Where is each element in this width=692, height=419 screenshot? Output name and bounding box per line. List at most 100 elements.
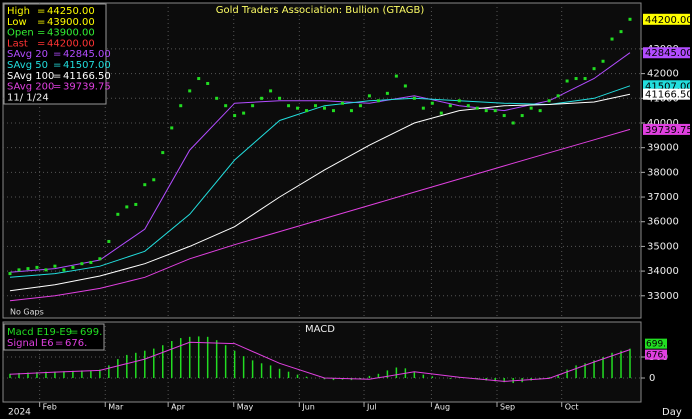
price-dot xyxy=(215,96,219,100)
x-tick-label: Aug xyxy=(434,403,450,412)
legend-sep: = xyxy=(53,71,61,82)
price-dot xyxy=(161,151,165,155)
legend-value: 41166.50 xyxy=(63,71,111,82)
price-dot xyxy=(206,81,210,85)
last-tag xyxy=(643,13,690,25)
x-tick-label: Oct xyxy=(565,403,579,412)
legend-name: SAvg 200 xyxy=(7,82,54,93)
price-dot xyxy=(484,109,488,113)
legend-box xyxy=(3,323,105,351)
price-dot xyxy=(98,257,102,261)
price-dot xyxy=(8,272,12,276)
x-tick-label: Jun xyxy=(301,403,315,412)
price-dot xyxy=(80,262,84,266)
price-dot xyxy=(179,104,183,108)
legend-box xyxy=(3,3,107,105)
series-tag-label: 41166.50 xyxy=(645,90,692,101)
legend-sep: = xyxy=(53,49,61,60)
price-dot xyxy=(358,104,362,108)
macd-panel xyxy=(2,321,642,403)
price-panel xyxy=(2,2,642,319)
price-dot xyxy=(403,84,407,88)
price-dot xyxy=(412,96,416,100)
price-dot xyxy=(71,265,75,269)
series-tag xyxy=(643,47,690,59)
price-dot xyxy=(349,109,353,113)
price-dot xyxy=(278,96,282,100)
price-dot xyxy=(421,106,425,110)
price-dot xyxy=(197,77,201,81)
y-tick-label: 33000 xyxy=(647,291,679,302)
x-tick-label: Sep xyxy=(500,403,515,412)
stat-name: Low xyxy=(7,17,27,28)
y-tick-label: 34000 xyxy=(647,266,679,277)
moving-average-line xyxy=(9,85,631,278)
legend-sep: = xyxy=(55,338,63,349)
signal-line xyxy=(9,341,631,382)
stat-sep: = xyxy=(37,17,45,28)
legend-sep: = xyxy=(70,327,78,338)
price-dot xyxy=(17,268,21,272)
price-dot xyxy=(188,89,192,93)
price-dot xyxy=(439,111,443,115)
price-dot xyxy=(134,202,138,206)
price-dot xyxy=(89,260,93,264)
x-tick-label: May xyxy=(237,403,254,412)
price-dot xyxy=(448,104,452,108)
price-dot xyxy=(529,106,533,110)
legend-name: SAvg 20 xyxy=(7,49,48,60)
price-dot xyxy=(116,212,120,216)
note: No Gaps xyxy=(10,308,44,317)
price-dot xyxy=(619,30,623,34)
price-dot xyxy=(601,59,605,63)
price-dot xyxy=(502,114,506,118)
legend-name: Signal E6 xyxy=(7,338,54,349)
moving-average-line xyxy=(9,93,631,292)
macd-title: MACD xyxy=(305,324,335,335)
price-dot xyxy=(367,94,371,98)
legend-value: 699. xyxy=(80,327,102,338)
chart-title: Gold Traders Association: Bullion (GTAGB… xyxy=(216,5,425,16)
price-dot xyxy=(520,114,524,118)
stat-value: 43900.00 xyxy=(47,17,95,28)
price-dot xyxy=(385,91,389,95)
price-dot xyxy=(233,114,237,118)
stat-sep: = xyxy=(37,28,45,39)
series-tag-label: 39739.75 xyxy=(645,125,692,136)
price-dot xyxy=(493,109,497,113)
series-tag xyxy=(643,88,690,100)
price-dot xyxy=(322,106,326,110)
stat-value: 44250.00 xyxy=(47,6,95,17)
price-dot xyxy=(62,268,66,272)
stat-value: 44200.00 xyxy=(47,38,95,49)
price-dot xyxy=(305,109,309,113)
series-tag xyxy=(645,349,667,360)
legend-name: SAvg 50 xyxy=(7,60,48,71)
price-dot xyxy=(331,109,335,113)
price-dot xyxy=(53,264,57,268)
series-tag-label: 676. xyxy=(646,351,666,361)
x-tick-label: Apr xyxy=(171,403,186,412)
y-tick-label: 0 xyxy=(649,373,655,384)
y-tick-label: 37000 xyxy=(647,192,679,203)
x-tick-label: Feb xyxy=(43,403,57,412)
y-tick-label: 38000 xyxy=(647,167,679,178)
y-tick-label: 39000 xyxy=(647,143,679,154)
price-dot xyxy=(457,99,461,103)
series-tag xyxy=(643,80,690,92)
price-dot xyxy=(394,74,398,78)
legend-sep: = xyxy=(53,60,61,71)
year-label: 2024 xyxy=(8,408,31,418)
price-dot xyxy=(242,111,246,115)
moving-average-line xyxy=(9,128,631,302)
y-tick-label: 36000 xyxy=(647,217,679,228)
price-dot xyxy=(466,104,470,108)
legend-name: SAvg 100 xyxy=(7,71,54,82)
price-dot xyxy=(556,94,560,98)
stat-name: Open xyxy=(7,28,34,39)
price-dot xyxy=(44,268,48,272)
price-dot xyxy=(35,265,39,269)
price-dot xyxy=(475,106,479,110)
stat-name: Last xyxy=(7,38,28,49)
